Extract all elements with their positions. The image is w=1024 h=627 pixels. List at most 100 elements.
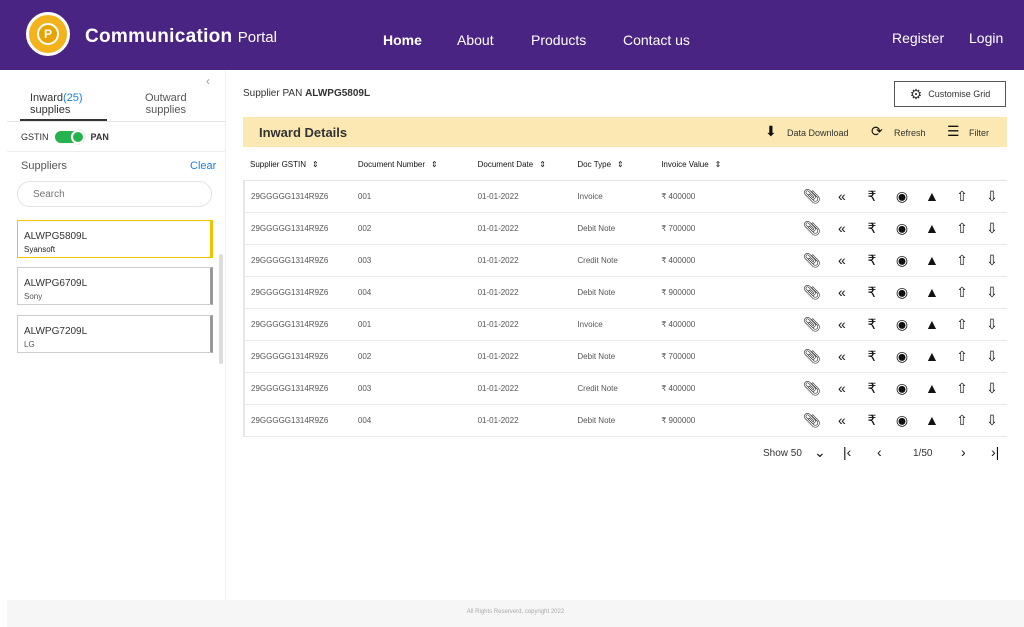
supplier-card[interactable]: ALWPG7209L LG <box>17 315 213 353</box>
chevron-down-icon[interactable]: ⌄ <box>814 444 826 460</box>
download-icon[interactable]: ⇩ <box>986 251 998 268</box>
view-icon[interactable]: ◉ <box>895 251 909 268</box>
notification-bell-icon[interactable]: ▲ <box>925 347 939 364</box>
view-icon[interactable]: ◉ <box>895 187 909 204</box>
nav-products[interactable]: Products <box>531 32 587 48</box>
upload-icon[interactable]: ⇧ <box>956 411 968 428</box>
table-row[interactable]: 29GGGGG1314R9Z6 003 01-01-2022 Credit Note ₹… <box>243 372 1007 405</box>
rupee-icon[interactable]: ₹ <box>867 411 877 428</box>
upload-icon[interactable]: ⇧ <box>956 251 968 268</box>
rupee-icon[interactable]: ₹ <box>867 347 877 364</box>
clear-button[interactable]: Clear <box>190 160 217 172</box>
notification-bell-icon[interactable]: ▲ <box>925 187 939 204</box>
tab-outward-supplies[interactable]: Outward supplies <box>145 92 187 116</box>
view-icon[interactable]: ◉ <box>895 283 909 300</box>
view-icon[interactable]: ◉ <box>895 379 909 396</box>
attachment-icon[interactable]: 📎︎ <box>803 251 821 268</box>
table-row[interactable]: 29GGGGG1314R9Z6 004 01-01-2022 Debit Note ₹ … <box>243 404 1007 437</box>
attachment-icon[interactable]: 📎︎ <box>803 219 821 236</box>
download-icon[interactable]: ⇩ <box>986 219 998 236</box>
view-icon[interactable]: ◉ <box>895 315 909 332</box>
sort-icon[interactable]: ⇕ <box>431 160 438 170</box>
sort-icon[interactable]: ⇕ <box>539 160 546 170</box>
upload-icon[interactable]: ⇧ <box>956 187 968 204</box>
notification-bell-icon[interactable]: ▲ <box>925 283 939 300</box>
next-page-icon[interactable]: › <box>961 444 966 460</box>
upload-icon[interactable]: ⇧ <box>956 315 968 332</box>
reply-all-icon[interactable]: « <box>838 379 846 396</box>
nav-contact[interactable]: Contact us <box>623 32 690 48</box>
supplier-search-input[interactable] <box>17 181 212 207</box>
customise-grid-button[interactable]: ⚙ Customise Grid <box>894 81 1006 107</box>
table-row[interactable]: 29GGGGG1314R9Z6 003 01-01-2022 Credit Note ₹… <box>243 244 1007 277</box>
data-download-button[interactable]: Data Download <box>787 128 849 138</box>
column-header-gstin[interactable]: Supplier GSTIN ⇕ <box>244 150 358 181</box>
logo[interactable]: P <box>26 12 70 56</box>
rows-per-page-select[interactable]: Show 50 <box>763 448 802 459</box>
download-icon[interactable]: ⇩ <box>986 411 998 428</box>
reply-all-icon[interactable]: « <box>838 251 846 268</box>
table-row[interactable]: 29GGGGG1314R9Z6 001 01-01-2022 Invoice ₹ 400… <box>243 308 1007 341</box>
attachment-icon[interactable]: 📎︎ <box>803 283 821 300</box>
register-link[interactable]: Register <box>892 30 945 46</box>
filter-icon[interactable]: ☰ <box>947 123 960 139</box>
notification-bell-icon[interactable]: ▲ <box>925 411 939 428</box>
download-icon[interactable]: ⇩ <box>986 379 998 396</box>
download-icon[interactable]: ⇩ <box>986 347 998 364</box>
reply-all-icon[interactable]: « <box>838 187 846 204</box>
reply-all-icon[interactable]: « <box>838 283 846 300</box>
supplier-card[interactable]: ALWPG5809L Syansoft <box>17 220 213 258</box>
first-page-icon[interactable]: |‹ <box>843 444 852 460</box>
rupee-icon[interactable]: ₹ <box>867 187 877 204</box>
attachment-icon[interactable]: 📎︎ <box>803 315 821 332</box>
login-link[interactable]: Login <box>969 30 1004 46</box>
filter-button[interactable]: Filter <box>969 128 989 138</box>
reply-all-icon[interactable]: « <box>838 219 846 236</box>
notification-bell-icon[interactable]: ▲ <box>925 315 939 332</box>
download-icon[interactable]: ⇩ <box>986 315 998 332</box>
table-row[interactable]: 29GGGGG1314R9Z6 004 01-01-2022 Debit Note ₹ … <box>243 276 1007 309</box>
rupee-icon[interactable]: ₹ <box>867 315 877 332</box>
supplier-card[interactable]: ALWPG6709L Sony <box>17 267 213 305</box>
table-row[interactable]: 29GGGGG1314R9Z6 002 01-01-2022 Debit Note ₹ … <box>243 340 1007 373</box>
reply-all-icon[interactable]: « <box>838 347 846 364</box>
upload-icon[interactable]: ⇧ <box>956 283 968 300</box>
reply-all-icon[interactable]: « <box>838 315 846 332</box>
sort-icon[interactable]: ⇕ <box>714 160 722 170</box>
column-header-doc-number[interactable]: Document Number ⇕ <box>357 150 478 181</box>
column-header-invoice-value[interactable]: Invoice Value ⇕ <box>661 150 763 181</box>
upload-icon[interactable]: ⇧ <box>956 219 968 236</box>
column-header-doc-type[interactable]: Doc Type ⇕ <box>577 150 662 181</box>
attachment-icon[interactable]: 📎︎ <box>803 347 821 364</box>
notification-bell-icon[interactable]: ▲ <box>925 379 939 396</box>
last-page-icon[interactable]: ›| <box>991 444 1000 460</box>
refresh-icon[interactable]: ⟳ <box>871 123 883 139</box>
chevron-left-icon[interactable]: ‹ <box>206 74 210 88</box>
rupee-icon[interactable]: ₹ <box>867 251 877 268</box>
attachment-icon[interactable]: 📎︎ <box>803 379 821 396</box>
download-icon[interactable]: ⇩ <box>986 283 998 300</box>
sort-icon[interactable]: ⇕ <box>312 160 319 170</box>
view-icon[interactable]: ◉ <box>895 411 909 428</box>
table-row[interactable]: 29GGGGG1314R9Z6 001 01-01-2022 Invoice ₹ 400… <box>243 180 1007 213</box>
table-row[interactable]: 29GGGGG1314R9Z6 002 01-01-2022 Debit Note ₹ … <box>243 212 1007 245</box>
previous-page-icon[interactable]: ‹ <box>877 444 882 460</box>
sidebar-scrollbar[interactable] <box>219 254 223 364</box>
nav-home[interactable]: Home <box>383 32 422 48</box>
tab-inward-supplies[interactable]: Inward(25) supplies <box>30 92 83 116</box>
download-icon[interactable]: ⇩ <box>986 187 998 204</box>
sort-icon[interactable]: ⇕ <box>617 160 624 170</box>
download-icon[interactable]: ⬇ <box>765 123 777 139</box>
view-icon[interactable]: ◉ <box>895 219 909 236</box>
view-icon[interactable]: ◉ <box>895 347 909 364</box>
nav-about[interactable]: About <box>457 32 494 48</box>
gstin-pan-toggle[interactable] <box>54 130 85 144</box>
rupee-icon[interactable]: ₹ <box>867 283 877 300</box>
notification-bell-icon[interactable]: ▲ <box>925 219 939 236</box>
notification-bell-icon[interactable]: ▲ <box>925 251 939 268</box>
attachment-icon[interactable]: 📎︎ <box>803 187 821 204</box>
rupee-icon[interactable]: ₹ <box>867 379 877 396</box>
attachment-icon[interactable]: 📎︎ <box>803 411 821 428</box>
upload-icon[interactable]: ⇧ <box>956 347 968 364</box>
refresh-button[interactable]: Refresh <box>894 128 926 138</box>
